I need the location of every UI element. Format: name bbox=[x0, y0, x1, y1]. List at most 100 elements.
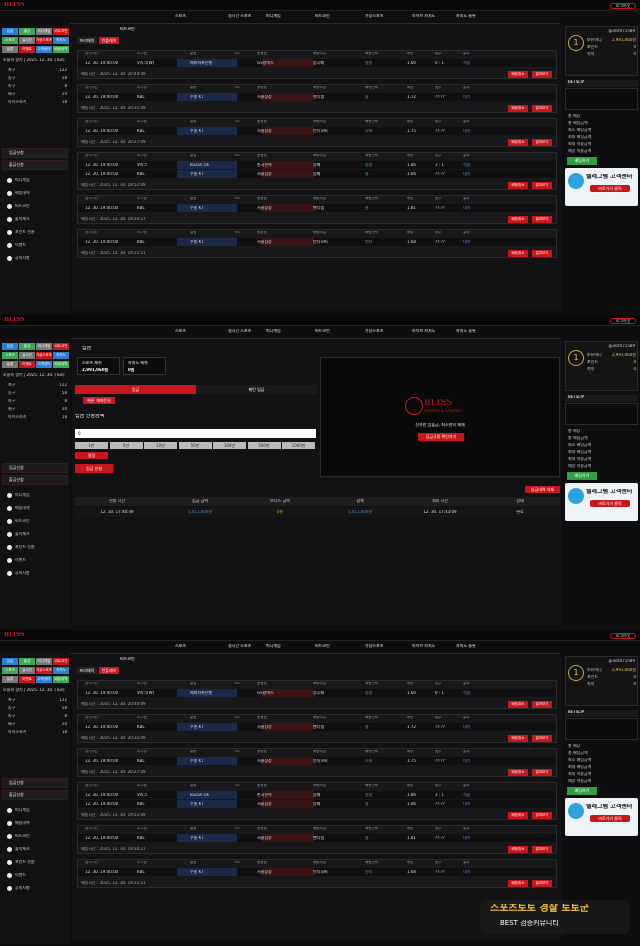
nav-item[interactable]: 미니게임 bbox=[266, 644, 281, 648]
sport-name[interactable]: 배구 bbox=[8, 92, 16, 96]
sidebar-submenu[interactable]: 비트코인 bbox=[15, 519, 30, 523]
history-button[interactable]: 결과보기 bbox=[532, 105, 552, 112]
quick-menu-button[interactable]: 배팅내역 bbox=[53, 676, 69, 683]
amount-button[interactable]: 5만 bbox=[109, 442, 143, 449]
quick-menu-button[interactable]: 출금 bbox=[19, 28, 35, 35]
history-tab[interactable]: 프리매치 bbox=[77, 667, 97, 674]
sport-name[interactable]: 아이스하키 bbox=[8, 730, 27, 734]
history-button[interactable]: 결과보기 bbox=[532, 735, 552, 742]
history-button[interactable]: 배팅취소 bbox=[508, 846, 528, 853]
quick-menu-button[interactable]: 카지노 bbox=[53, 37, 69, 44]
sport-name[interactable]: 축구 bbox=[8, 68, 16, 72]
nav-item[interactable]: 스포츠 bbox=[175, 644, 187, 648]
sport-name[interactable]: 축구 bbox=[8, 383, 16, 387]
quick-menu-button[interactable]: 스포츠 bbox=[2, 667, 18, 674]
quick-menu-button[interactable]: 실시간 bbox=[19, 667, 35, 674]
quick-menu-button[interactable]: 배팅내역 bbox=[53, 46, 69, 53]
nav-item[interactable]: 가상스포츠 bbox=[365, 14, 384, 18]
sidebar-submenu[interactable]: 포인트 전환 bbox=[15, 860, 35, 864]
nav-item[interactable]: 비트코인 bbox=[315, 329, 330, 333]
nav-item[interactable]: 라이브 카지노 bbox=[412, 329, 436, 333]
nav-item[interactable]: 스포츠 bbox=[175, 329, 187, 333]
nav-item[interactable]: 실시간 스포츠 bbox=[228, 14, 252, 18]
sidebar-submenu[interactable]: 미니게임 bbox=[15, 808, 30, 812]
sidebar-submenu[interactable]: 포인트 전환 bbox=[15, 545, 35, 549]
sidebar-submenu[interactable]: 배팅내역 bbox=[15, 191, 30, 195]
history-button[interactable]: 배팅취소 bbox=[508, 139, 528, 146]
nav-item[interactable]: 비트코인 bbox=[315, 644, 330, 648]
history-button[interactable]: 결과보기 bbox=[532, 139, 552, 146]
history-button[interactable]: 결과보기 bbox=[532, 769, 552, 776]
quick-menu-button[interactable]: 가상스포츠 bbox=[36, 352, 52, 359]
sidebar-menu[interactable]: 입금신청 bbox=[2, 778, 68, 788]
sport-name[interactable]: 배구 bbox=[8, 722, 16, 726]
quick-menu-button[interactable]: 슬롯 bbox=[2, 46, 18, 53]
history-button[interactable]: 결과보기 bbox=[532, 880, 552, 887]
history-button[interactable]: 결과보기 bbox=[532, 182, 552, 189]
sidebar-submenu[interactable]: 출석체크 bbox=[15, 217, 30, 221]
logout-button[interactable]: 로그아웃 bbox=[610, 633, 636, 639]
quick-menu-button[interactable]: 비트코인 bbox=[53, 28, 69, 35]
sidebar-submenu[interactable]: 공지사항 bbox=[15, 571, 30, 575]
quick-menu-button[interactable]: 미니게임 bbox=[36, 343, 52, 350]
quick-menu-button[interactable]: 스포츠 bbox=[2, 37, 18, 44]
quick-menu-button[interactable]: 입금 bbox=[2, 658, 18, 665]
nav-item[interactable]: 미니게임 bbox=[266, 14, 281, 18]
nav-item[interactable]: 실시간 스포츠 bbox=[228, 644, 252, 648]
quick-menu-button[interactable]: 스포츠 bbox=[2, 352, 18, 359]
nav-item[interactable]: 스포츠 bbox=[175, 14, 187, 18]
nav-item[interactable]: 라이브 카지노 bbox=[412, 644, 436, 648]
sidebar-menu[interactable]: 입금신청 bbox=[2, 463, 68, 473]
amount-button[interactable]: 1000만 bbox=[282, 442, 315, 449]
reset-button[interactable]: 정정 bbox=[75, 452, 108, 459]
quick-menu-button[interactable]: 실시간 bbox=[19, 352, 35, 359]
quick-menu-button[interactable]: 실시간 bbox=[19, 37, 35, 44]
sport-name[interactable]: 아이스하키 bbox=[8, 100, 27, 104]
history-button[interactable]: 배팅취소 bbox=[508, 182, 528, 189]
quick-menu-button[interactable]: 미니게임 bbox=[36, 28, 52, 35]
history-button[interactable]: 결과보기 bbox=[532, 216, 552, 223]
telegram-link[interactable]: 바로가기 클릭 bbox=[590, 185, 630, 192]
quick-menu-button[interactable]: 고객센터 bbox=[36, 361, 52, 368]
bet-button[interactable]: 배팅하기 bbox=[567, 157, 597, 165]
history-tab[interactable]: 인플레이 bbox=[99, 37, 119, 44]
sport-name[interactable]: 배구 bbox=[8, 407, 16, 411]
deposit-tab[interactable]: 입금 bbox=[75, 385, 196, 394]
quick-menu-button[interactable]: 고객센터 bbox=[36, 46, 52, 53]
history-button[interactable]: 결과보기 bbox=[532, 812, 552, 819]
nav-item[interactable]: 라이브 카지노 bbox=[412, 14, 436, 18]
quick-menu-button[interactable]: 카지노 bbox=[53, 352, 69, 359]
nav-item[interactable]: 카지노 슬롯 bbox=[456, 329, 476, 333]
quick-menu-button[interactable]: 출금 bbox=[19, 343, 35, 350]
amount-button[interactable]: 1만 bbox=[75, 442, 108, 449]
sport-name[interactable]: 축구 bbox=[8, 698, 16, 702]
history-button[interactable]: 배팅취소 bbox=[508, 735, 528, 742]
telegram-link[interactable]: 바로가기 클릭 bbox=[590, 500, 630, 507]
deposit-tab[interactable]: 패턴 입금 bbox=[196, 385, 317, 394]
quick-menu-button[interactable]: 비트코인 bbox=[53, 343, 69, 350]
quick-menu-button[interactable]: 입금 bbox=[2, 343, 18, 350]
history-button[interactable]: 배팅취소 bbox=[508, 216, 528, 223]
sport-name[interactable]: 농구 bbox=[8, 706, 16, 710]
history-tab[interactable]: 프리매치 bbox=[77, 37, 97, 44]
history-button[interactable]: 배팅취소 bbox=[508, 812, 528, 819]
telegram-link[interactable]: 바로가기 클릭 bbox=[590, 815, 630, 822]
sidebar-submenu[interactable]: 배팅내역 bbox=[15, 821, 30, 825]
quick-menu-button[interactable]: 배팅내역 bbox=[53, 361, 69, 368]
delete-button[interactable]: 입금내역 삭제 bbox=[525, 486, 560, 493]
submit-button[interactable]: 입금 신청 bbox=[75, 464, 113, 473]
sidebar-menu[interactable]: 출금신청 bbox=[2, 160, 68, 170]
quick-menu-button[interactable]: 가상스포츠 bbox=[36, 667, 52, 674]
quick-menu-button[interactable]: 카지노 bbox=[53, 667, 69, 674]
quick-menu-button[interactable]: 고객센터 bbox=[36, 676, 52, 683]
history-button[interactable]: 배팅취소 bbox=[508, 769, 528, 776]
nav-item[interactable]: 실시간 스포츠 bbox=[228, 329, 252, 333]
history-button[interactable]: 배팅취소 bbox=[508, 250, 528, 257]
sport-name[interactable]: 야구 bbox=[8, 714, 16, 718]
history-button[interactable]: 배팅취소 bbox=[508, 105, 528, 112]
amount-button[interactable]: 100만 bbox=[213, 442, 246, 449]
history-button[interactable]: 결과보기 bbox=[532, 250, 552, 257]
sidebar-submenu[interactable]: 미니게임 bbox=[15, 493, 30, 497]
notice-button[interactable]: 빠른 계좌문의 bbox=[83, 397, 115, 404]
history-button[interactable]: 결과보기 bbox=[532, 71, 552, 78]
